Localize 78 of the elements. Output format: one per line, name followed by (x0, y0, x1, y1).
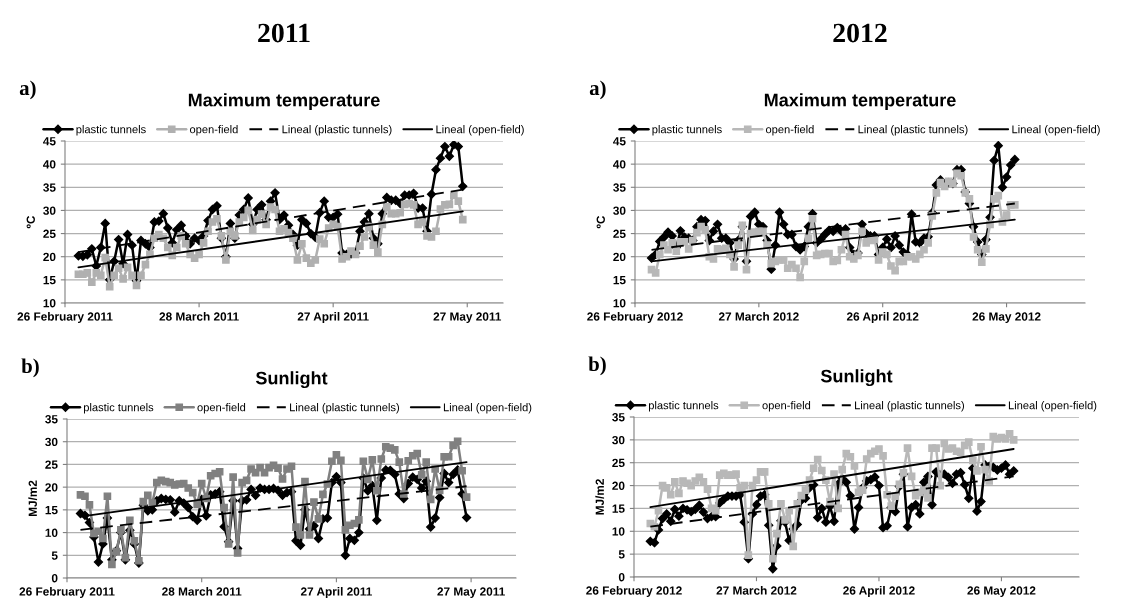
y-axis-title: MJ/m2 (28, 480, 38, 517)
x-tick-label: 27 May 2011 (437, 587, 505, 599)
x-tick-label: 27 March 2012 (718, 312, 799, 321)
legend-label: Lineal (plastic tunnels) (290, 403, 399, 414)
y-tick-label: 35 (612, 413, 625, 422)
y-tick-label: 30 (45, 437, 58, 447)
x-tick-label: 28 March 2011 (159, 312, 239, 321)
x-tick-label: 26 April 2012 (846, 312, 919, 324)
legend-label: Lineal (plastic tunnels) (855, 401, 964, 412)
x-tick-label: 28 March 2011 (162, 587, 242, 596)
y-tick-label: 35 (613, 183, 626, 192)
y-tick-label: 25 (613, 229, 626, 238)
legend-label: Lineal (open-field) (1012, 125, 1100, 136)
legend-label: plastic tunnels (652, 125, 722, 136)
y-tick-label: 5 (51, 551, 58, 560)
x-tick-label: 26 May 2012 (972, 312, 1041, 324)
legend-label: Lineal (plastic tunnels) (282, 125, 392, 136)
x-tick-label: 26 February 2012 (587, 312, 683, 324)
y-tick-label: 20 (43, 252, 56, 262)
x-tick-label: 26 February 2011 (17, 312, 113, 324)
y-tick-label: 35 (43, 183, 56, 192)
y-tick-label: 45 (43, 137, 56, 146)
y-tick-label: 20 (45, 483, 58, 492)
y-tick-label: 15 (43, 276, 56, 285)
legend-label: open-field (765, 125, 814, 136)
legend-label: Lineal (open-field) (1008, 401, 1097, 412)
text: b) (21, 358, 39, 378)
chart-subtitle: 2011 (258, 23, 310, 43)
y-tick-label: 10 (613, 299, 626, 308)
chart-title: Maximum temperature (188, 93, 380, 111)
y-tick-label: 10 (45, 528, 58, 537)
y-tick-label: 10 (612, 527, 625, 536)
x-tick-label: 26 February 2012 (586, 586, 682, 598)
y-tick-label: 20 (612, 481, 625, 490)
text: a) (19, 80, 36, 100)
y-tick-label: 25 (612, 458, 625, 468)
y-tick-label: 20 (613, 252, 626, 262)
y-tick-label: 30 (613, 206, 626, 215)
y-axis-title: MJ/m2 (595, 479, 605, 515)
y-tick-label: 30 (43, 206, 56, 215)
text: a) (589, 80, 606, 100)
y-tick-label: 30 (612, 435, 625, 445)
x-tick-label: 27 April 2011 (300, 587, 372, 599)
y-tick-label: 15 (612, 504, 625, 513)
legend-label: plastic tunnels (76, 125, 146, 136)
x-tick-label: 26 April 2012 (843, 586, 915, 598)
y-tick-label: 15 (45, 506, 58, 515)
y-tick-label: 45 (613, 137, 626, 146)
text: b) (588, 356, 606, 376)
legend-label: open-field (189, 125, 238, 136)
x-tick-label: 26 May 2012 (967, 586, 1036, 598)
y-tick-label: 0 (618, 573, 625, 582)
y-axis-title: ºC (596, 215, 605, 229)
y-tick-label: 25 (43, 229, 56, 238)
chart-subtitle: 2012 (833, 23, 887, 43)
legend-label: open-field (197, 403, 246, 414)
legend-label: open-field (762, 401, 811, 412)
legend-label: Lineal (open-field) (443, 403, 532, 414)
y-tick-label: 5 (618, 550, 625, 559)
y-tick-label: 10 (43, 299, 56, 308)
y-tick-label: 40 (43, 160, 56, 169)
y-axis-title: ºC (26, 215, 35, 229)
chart-title: Sunlight (255, 371, 328, 389)
chart-title: Sunlight (820, 369, 893, 387)
legend-label: plastic tunnels (648, 401, 719, 412)
x-tick-label: 27 May 2011 (433, 312, 502, 324)
x-tick-label: 26 February 2011 (19, 587, 115, 599)
legend-label: plastic tunnels (83, 403, 154, 414)
y-tick-label: 15 (613, 276, 626, 285)
y-tick-label: 0 (51, 574, 58, 583)
legend-label: Lineal (plastic tunnels) (858, 125, 968, 136)
x-tick-label: 27 March 2012 (716, 586, 797, 595)
y-tick-label: 25 (45, 460, 58, 469)
chart-title: Maximum temperature (764, 93, 956, 111)
y-tick-label: 40 (613, 160, 626, 169)
legend-label: Lineal (open-field) (436, 125, 524, 136)
y-tick-label: 35 (45, 415, 58, 424)
x-tick-label: 27 April 2011 (297, 312, 369, 324)
